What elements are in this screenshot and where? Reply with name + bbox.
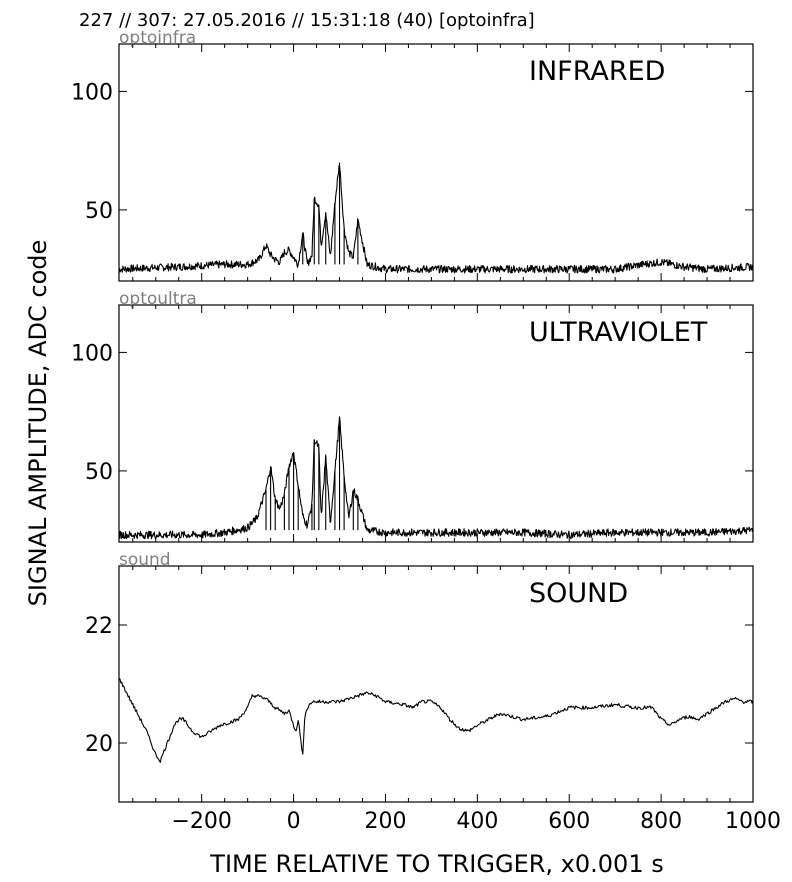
y-tick-label: 22 [85,614,113,639]
header-text: 227 // 307: 27.05.2016 // 15:31:18 (40) … [79,10,535,31]
panels: optoinfra INFRARED 50 100 optoultra ULTRAVIOL… [71,28,781,834]
panel-frame [118,304,754,543]
x-tick-label: 800 [640,809,682,834]
x-tick-label: 400 [456,809,498,834]
panel-optoultra: optoultra ULTRAVIOLET 50 100 [71,289,754,543]
panel-tag: optoultra [119,289,197,309]
x-tick-label: 0 [287,809,301,834]
series-line [118,416,753,540]
panel-title: INFRARED [529,56,665,87]
panel-tag: sound [119,550,171,570]
y-axis-label: SIGNAL AMPLITUDE, ADC code [24,240,52,607]
y-tick-label: 100 [71,341,113,366]
x-tick-label: 200 [364,809,406,834]
panel-tag: optoinfra [119,28,196,48]
series-line [118,678,754,763]
x-tick-label: 1000 [725,809,781,834]
panel-frame [118,43,754,282]
panel-title: ULTRAVIOLET [529,317,708,348]
x-axis-label: TIME RELATIVE TO TRIGGER, x0.001 s [209,850,663,878]
panel-frame [118,565,754,803]
panel-optoinfra: optoinfra INFRARED 50 100 [71,28,754,282]
y-tick-label: 50 [85,460,113,485]
panel-title: SOUND [529,578,628,609]
y-tick-label: 100 [71,80,113,105]
y-tick-label: 50 [85,199,113,224]
series-line [118,164,753,274]
panel-sound: sound SOUND 20 22 −200 0 200 400 600 800 1000 [85,550,781,834]
x-tick-label: 600 [548,809,590,834]
y-tick-label: 20 [85,732,113,757]
x-tick-label: −200 [171,809,231,834]
